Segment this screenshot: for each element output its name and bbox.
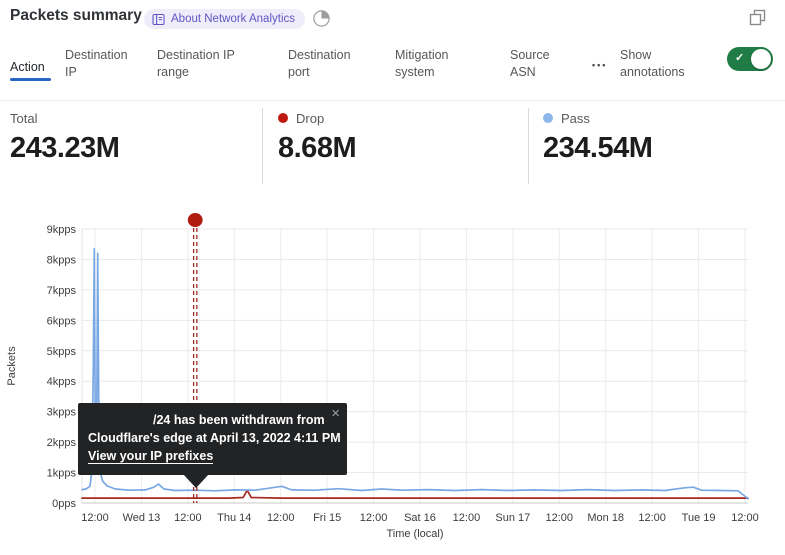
pass-legend-dot [543,113,553,123]
svg-text:Sun 17: Sun 17 [495,512,530,524]
tab-label: Action [10,60,45,74]
svg-text:1kpps: 1kpps [47,468,77,480]
tooltip-line2: Cloudflare's edge at April 13, 2022 4:11… [88,431,341,445]
tab-label: Destination IP range [157,48,235,79]
stat-label: Total [10,110,38,126]
divider [262,108,263,184]
more-tabs-button[interactable]: ••• [592,60,608,70]
svg-text:3kpps: 3kpps [47,407,77,419]
svg-text:7kpps: 7kpps [47,285,77,297]
svg-text:12:00: 12:00 [638,512,666,524]
svg-text:Fri 15: Fri 15 [313,512,341,524]
tooltip-line1: /24 has been withdrawn from [153,413,325,427]
tab-label: Source ASN [510,48,550,79]
stat-label: Drop [296,110,325,126]
svg-text:12:00: 12:00 [81,512,109,524]
tab-label: Destination IP [65,48,128,79]
pie-chart-icon[interactable] [312,9,331,28]
badge-label: About Network Analytics [171,13,296,25]
annotation-tooltip: × /24 has been withdrawn from Cloudflare… [78,403,347,475]
divider [528,108,529,184]
tab-label: Mitigation system [395,48,449,79]
tab-action[interactable]: Action [10,59,51,81]
svg-text:Tue 19: Tue 19 [682,512,716,524]
tooltip-caret [183,474,209,488]
stat-label: Pass [561,110,590,126]
tab-destination-port[interactable]: Destination port [288,47,368,81]
svg-text:Thu 14: Thu 14 [217,512,251,524]
svg-text:12:00: 12:00 [453,512,481,524]
toggle-knob [751,49,771,69]
svg-text:12:00: 12:00 [174,512,202,524]
stat-pass: Pass 234.54M [543,110,653,165]
svg-text:12:00: 12:00 [731,512,759,524]
tab-label: Destination port [288,48,351,79]
svg-text:Time (local): Time (local) [386,528,443,540]
show-annotations-toggle[interactable]: ✓ [727,47,773,71]
drop-legend-dot [278,113,288,123]
close-icon[interactable]: × [331,405,340,422]
svg-text:0pps: 0pps [52,498,76,510]
stat-drop: Drop 8.68M [278,110,357,165]
svg-text:12:00: 12:00 [546,512,574,524]
tab-destination-ip[interactable]: Destination IP [65,47,137,81]
svg-text:5kpps: 5kpps [47,346,77,358]
show-annotations-label: Show annotations [620,48,685,79]
svg-text:12:00: 12:00 [360,512,388,524]
svg-text:Mon 18: Mon 18 [587,512,624,524]
svg-text:Packets: Packets [6,346,18,386]
svg-text:8kpps: 8kpps [47,254,77,266]
divider [0,100,785,101]
popout-icon[interactable] [748,8,768,28]
svg-text:Wed 13: Wed 13 [123,512,161,524]
svg-text:4kpps: 4kpps [47,376,77,388]
tab-source-asn[interactable]: Source ASN [510,47,562,81]
svg-text:6kpps: 6kpps [47,315,77,327]
stat-value: 8.68M [278,132,357,164]
stat-value: 234.54M [543,132,653,164]
svg-text:2kpps: 2kpps [47,437,77,449]
tab-destination-ip-range[interactable]: Destination IP range [157,47,243,81]
svg-text:Sat 16: Sat 16 [404,512,436,524]
page-title: Packets summary [10,7,142,24]
svg-text:9kpps: 9kpps [47,224,77,236]
svg-text:12:00: 12:00 [267,512,295,524]
tab-mitigation-system[interactable]: Mitigation system [395,47,467,81]
view-ip-prefixes-link[interactable]: View your IP prefixes [88,449,214,464]
check-icon: ✓ [735,52,745,64]
stat-value: 243.23M [10,132,120,164]
stat-total: Total 243.23M [10,110,120,165]
book-icon [152,13,165,25]
about-network-analytics-badge[interactable]: About Network Analytics [144,9,306,29]
